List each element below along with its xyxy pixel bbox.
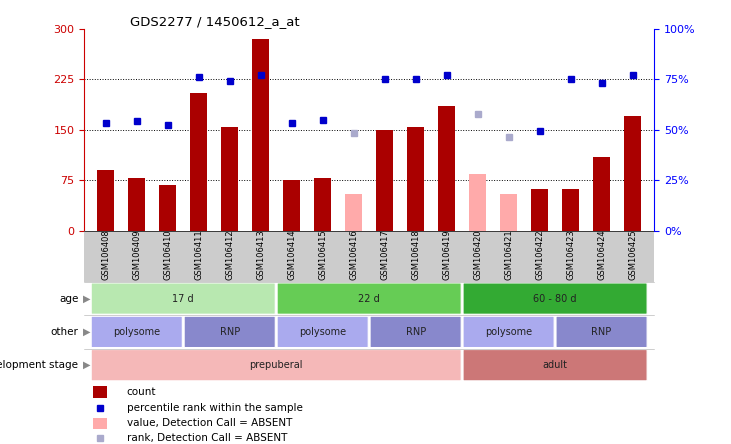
Bar <box>159 185 176 231</box>
Text: adult: adult <box>542 360 567 370</box>
Text: RNP: RNP <box>591 327 612 337</box>
Text: other: other <box>50 327 78 337</box>
FancyBboxPatch shape <box>277 316 368 348</box>
Text: ▶: ▶ <box>83 360 91 370</box>
Text: ▶: ▶ <box>83 327 91 337</box>
Bar <box>562 189 579 231</box>
Bar <box>593 157 610 231</box>
Bar <box>500 194 517 231</box>
FancyBboxPatch shape <box>277 283 461 314</box>
Text: polysome: polysome <box>299 327 346 337</box>
FancyBboxPatch shape <box>463 316 554 348</box>
Bar <box>283 180 300 231</box>
Bar <box>97 170 114 231</box>
FancyBboxPatch shape <box>463 349 647 381</box>
Text: GDS2277 / 1450612_a_at: GDS2277 / 1450612_a_at <box>129 15 299 28</box>
Bar <box>128 178 145 231</box>
Bar <box>345 194 362 231</box>
Bar <box>624 116 641 231</box>
Bar <box>93 418 107 429</box>
FancyBboxPatch shape <box>556 316 647 348</box>
FancyBboxPatch shape <box>184 316 276 348</box>
Text: rank, Detection Call = ABSENT: rank, Detection Call = ABSENT <box>127 433 287 444</box>
FancyBboxPatch shape <box>91 316 182 348</box>
Bar <box>252 39 269 231</box>
Bar <box>221 127 238 231</box>
FancyBboxPatch shape <box>91 283 276 314</box>
Text: count: count <box>127 387 156 397</box>
Bar <box>531 189 548 231</box>
Text: RNP: RNP <box>219 327 240 337</box>
Text: value, Detection Call = ABSENT: value, Detection Call = ABSENT <box>127 418 292 428</box>
Bar <box>469 174 486 231</box>
Text: RNP: RNP <box>406 327 425 337</box>
Text: development stage: development stage <box>0 360 78 370</box>
Text: 60 - 80 d: 60 - 80 d <box>534 293 577 304</box>
Text: percentile rank within the sample: percentile rank within the sample <box>127 403 303 413</box>
Text: ▶: ▶ <box>83 293 91 304</box>
FancyBboxPatch shape <box>370 316 461 348</box>
Text: polysome: polysome <box>113 327 160 337</box>
FancyBboxPatch shape <box>463 283 647 314</box>
Bar <box>438 106 455 231</box>
Text: 22 d: 22 d <box>358 293 380 304</box>
Bar <box>93 386 107 398</box>
Text: polysome: polysome <box>485 327 532 337</box>
Bar <box>407 127 424 231</box>
Bar <box>314 178 331 231</box>
FancyBboxPatch shape <box>91 349 461 381</box>
Text: age: age <box>59 293 78 304</box>
Text: 17 d: 17 d <box>173 293 194 304</box>
Bar <box>376 130 393 231</box>
Text: prepuberal: prepuberal <box>249 360 303 370</box>
Bar <box>190 93 208 231</box>
